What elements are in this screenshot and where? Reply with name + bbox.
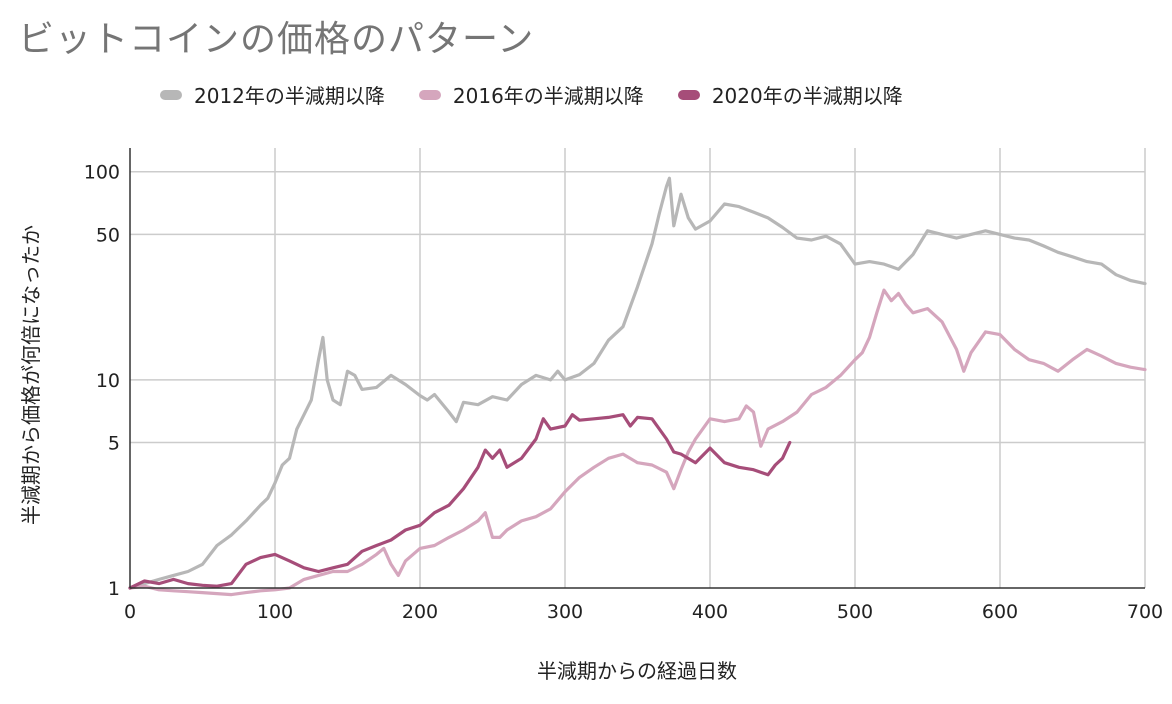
x-tick-label: 700	[1127, 601, 1163, 623]
x-tick-label: 400	[692, 601, 728, 623]
legend-swatch-2020	[677, 89, 700, 100]
legend: 2012年の半減期以降 2016年の半減期以降 2020年の半減期以降	[160, 80, 937, 109]
x-axis-title: 半減期からの経過日数	[537, 659, 737, 683]
series-line-2012	[128, 176, 1147, 590]
chart-title: ビットコインの価格のパターン	[18, 19, 535, 60]
legend-label-2020: 2020年の半減期以降	[711, 84, 903, 108]
axis-layer: 0 100 200 300 400 500 600 700 1 5 10 50 100	[84, 148, 1163, 623]
legend-label-2012: 2012年の半減期以降	[194, 84, 385, 108]
y-tick-label: 1	[108, 578, 120, 600]
x-tick-label: 200	[402, 601, 438, 623]
legend-item-2020: 2020年の半減期以降	[677, 80, 903, 109]
x-tick-label: 300	[547, 601, 583, 623]
y-tick-label: 50	[96, 224, 120, 246]
series-line-2016	[128, 288, 1147, 597]
y-tick-label: 100	[84, 162, 120, 184]
legend-swatch-2012	[160, 89, 182, 100]
legend-swatch-2016	[418, 89, 441, 100]
x-tick-label: 500	[837, 601, 873, 623]
legend-item-2012: 2012年の半減期以降	[160, 80, 385, 109]
y-axis-title: 半減期から価格が何倍になったか	[19, 225, 43, 525]
y-tick-label: 5	[108, 433, 120, 455]
x-tick-label: 600	[982, 601, 1018, 623]
series-layer	[128, 176, 1147, 597]
grid-layer	[130, 148, 1146, 588]
legend-item-2016: 2016年の半減期以降	[418, 80, 644, 109]
y-tick-label: 10	[96, 370, 120, 392]
legend-label-2016: 2016年の半減期以降	[452, 84, 644, 108]
series-line-2020	[128, 413, 792, 590]
x-tick-label: 100	[257, 601, 293, 623]
x-tick-label: 0	[124, 601, 136, 623]
